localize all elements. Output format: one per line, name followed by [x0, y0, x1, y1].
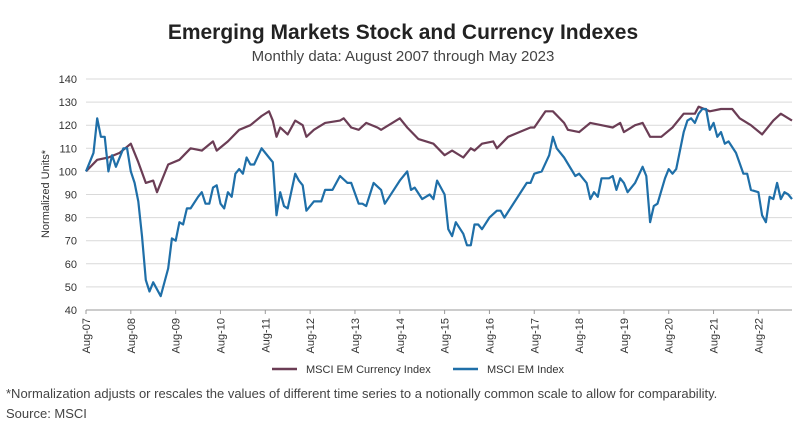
x-tick-label: Aug-20	[664, 318, 676, 353]
y-tick-label: 110	[59, 143, 77, 155]
legend: MSCI EM Currency Index MSCI EM Index	[272, 364, 565, 376]
y-tick-label: 60	[65, 259, 77, 271]
y-tick-label: 90	[65, 190, 77, 202]
x-tick-label: Aug-08	[126, 318, 138, 353]
source-note: Source: MSCI	[6, 406, 87, 421]
series-line-msci-em-index	[84, 107, 793, 298]
y-tick-label: 70	[65, 236, 77, 248]
y-tick-label: 50	[65, 282, 77, 294]
chart-title: Emerging Markets Stock and Currency Inde…	[168, 21, 638, 44]
x-tick-label: Aug-13	[350, 318, 362, 353]
x-tick-label: Aug-12	[305, 318, 317, 353]
x-tick-label: Aug-15	[440, 318, 452, 353]
legend-label: MSCI EM Index	[487, 364, 565, 376]
legend-label: MSCI EM Currency Index	[306, 364, 431, 376]
x-tick-label: Aug-21	[709, 318, 721, 353]
footnote: *Normalization adjusts or rescales the v…	[6, 386, 718, 401]
x-tick-label: Aug-07	[81, 318, 93, 353]
x-tick-label: Aug-09	[171, 318, 183, 353]
line-chart: Emerging Markets Stock and Currency Inde…	[40, 21, 793, 376]
series-lines	[84, 105, 793, 298]
x-tick-label: Aug-10	[215, 318, 227, 353]
x-tick-label: Aug-19	[619, 318, 631, 353]
y-tick-label: 40	[65, 305, 77, 317]
x-axis-ticks: Aug-07 Aug-08 Aug-09 Aug-10 Aug-11 Aug-12 Aug-…	[81, 310, 765, 353]
y-tick-label: 120	[59, 120, 77, 132]
x-tick-label: Aug-18	[574, 318, 586, 353]
x-tick-label: Aug-11	[260, 318, 272, 353]
series-line-msci-em-currency-index	[85, 105, 793, 194]
chart-subtitle: Monthly data: August 2007 through May 20…	[252, 48, 555, 65]
y-tick-label: 140	[59, 74, 77, 86]
x-tick-label: Aug-16	[484, 318, 496, 353]
x-tick-label: Aug-17	[529, 318, 541, 353]
y-tick-label: 80	[65, 213, 77, 225]
y-tick-label: 130	[59, 97, 77, 109]
x-tick-label: Aug-14	[395, 318, 407, 353]
y-tick-label: 100	[59, 166, 77, 178]
y-axis-label: Normalized Units*	[40, 149, 52, 238]
y-axis-ticks: 140 130 120 110 100 90 80 70 60 50 40	[59, 74, 77, 317]
x-tick-label: Aug-22	[753, 318, 765, 353]
